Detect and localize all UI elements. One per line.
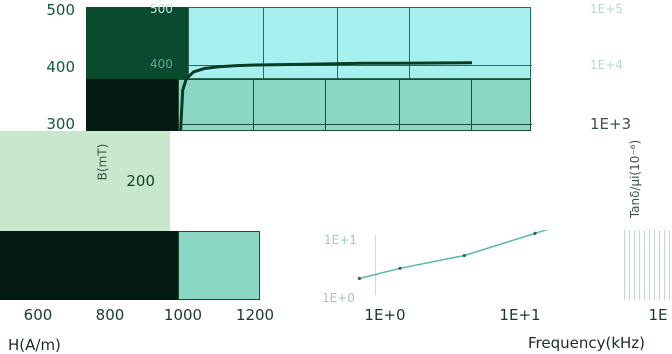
plot-area-middle <box>178 79 532 132</box>
x-axis-title: Frequency(kHz) <box>528 334 646 352</box>
loss-data-point <box>533 231 537 235</box>
x-tick-label: 1000 <box>163 306 203 324</box>
y-tick-label: 1E+5 <box>590 2 623 16</box>
plot-overlay-block <box>86 79 178 131</box>
x-tick-label: 1E <box>648 306 668 324</box>
y-tick-label: 1E+4 <box>590 58 623 72</box>
ghost-tick: 500 <box>150 2 173 16</box>
plot-overlay-block <box>0 231 178 300</box>
y-tick-label: 1E+1 <box>324 233 357 247</box>
x-tick-label: 600 <box>23 306 53 324</box>
y-axis-title: Tanδ/μi(10⁻⁶) <box>628 139 643 219</box>
loss-data-point <box>462 253 466 258</box>
y-tick-label: 400 <box>46 58 75 76</box>
plot-area-top <box>188 7 532 80</box>
bh-curve-svg <box>177 61 473 160</box>
x-tick-label: 1E+1 <box>499 306 541 324</box>
plot-overlay-light <box>0 131 170 231</box>
loss-curve-svg <box>357 230 549 281</box>
bh-curve-line <box>177 61 473 160</box>
y-tick-label: 200 <box>126 172 155 190</box>
plot-area-bottom <box>178 231 260 300</box>
y-tick-label: 1E+0 <box>322 291 355 305</box>
bh-chart: 500 400 300 500 400 200 B(mT) 600 800 10… <box>0 1 532 354</box>
y-tick-label: 1E+3 <box>590 115 632 133</box>
x-tick-label: 1200 <box>235 306 275 324</box>
loss-chart: 1E+1 1E+0 1E+0 1E+1 1E Frequency(kHz) <box>320 230 672 354</box>
loss-data-point <box>398 266 402 270</box>
loss-curve-line <box>359 230 549 280</box>
y-axis-title: B(mT) <box>95 143 110 181</box>
x-tick-label: 1E+0 <box>364 306 406 324</box>
plot-overlay-white <box>170 131 620 231</box>
loss-data-point <box>357 276 361 281</box>
x-axis-title: H(A/m) <box>8 336 61 354</box>
x-tick-label: 800 <box>95 306 125 324</box>
plot-overlay-block <box>86 7 188 79</box>
y-tick-label: 500 <box>46 1 75 19</box>
y-tick-label: 300 <box>46 115 75 133</box>
ghost-tick: 400 <box>150 57 173 71</box>
